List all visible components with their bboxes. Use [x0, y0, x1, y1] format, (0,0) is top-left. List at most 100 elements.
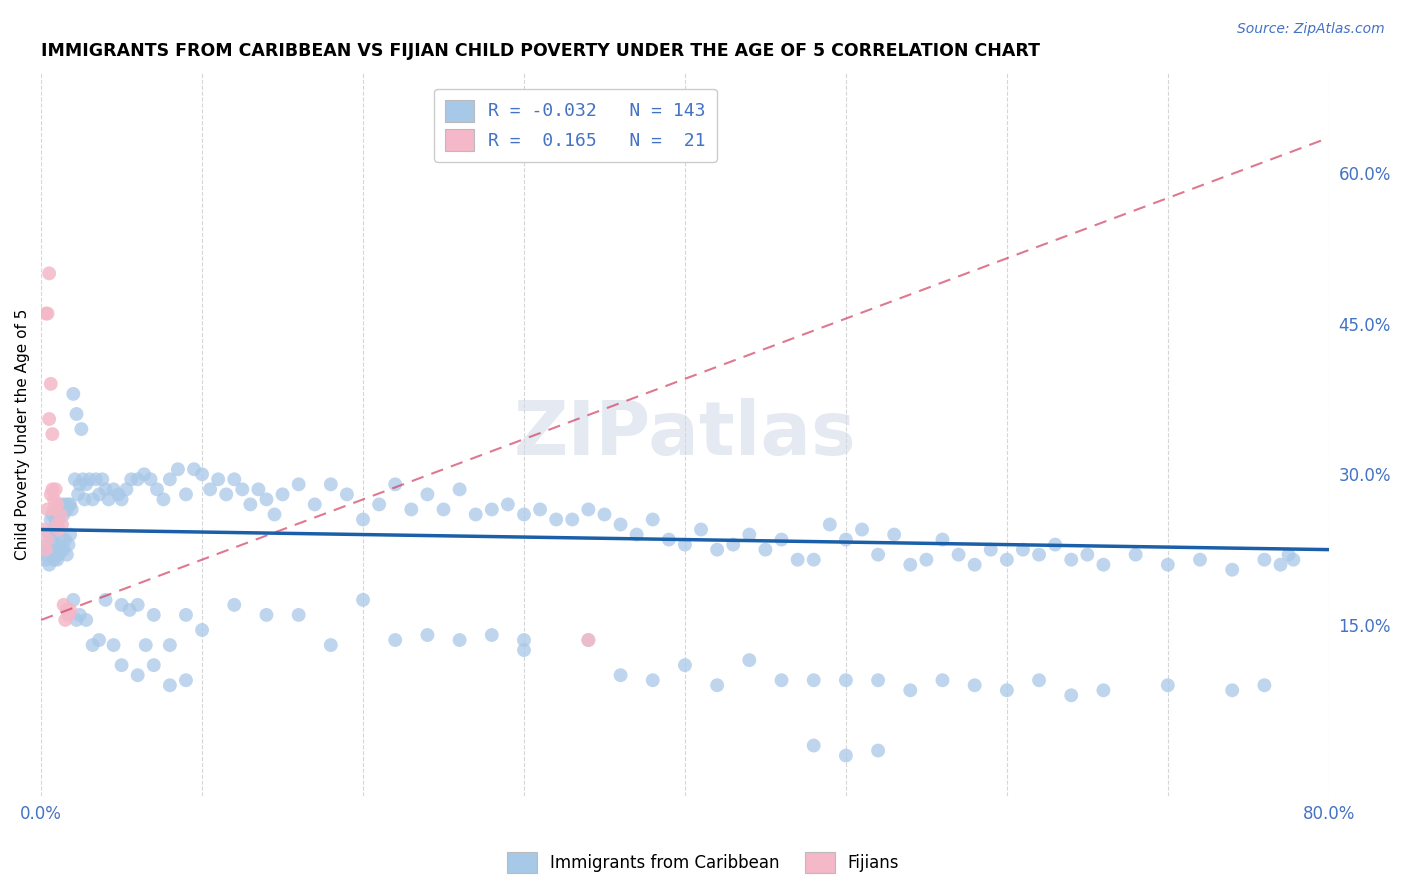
Point — [513, 643, 536, 657]
Point — [51, 533, 73, 547]
Point — [835, 533, 858, 547]
Point — [34, 548, 56, 562]
Point — [167, 462, 190, 476]
Point — [818, 517, 841, 532]
Point — [35, 552, 58, 566]
Point — [72, 472, 94, 486]
Point — [49, 542, 72, 557]
Point — [94, 592, 117, 607]
Point — [770, 673, 793, 688]
Point — [37, 502, 59, 516]
Point — [851, 523, 873, 537]
Point — [1076, 548, 1098, 562]
Point — [287, 607, 309, 622]
Point — [1282, 552, 1305, 566]
Point — [103, 638, 125, 652]
Point — [191, 623, 214, 637]
Point — [898, 558, 921, 572]
Point — [673, 658, 696, 673]
Point — [73, 492, 96, 507]
Point — [46, 552, 69, 566]
Point — [496, 497, 519, 511]
Point — [263, 508, 285, 522]
Point — [1220, 563, 1243, 577]
Point — [139, 472, 162, 486]
Point — [432, 502, 454, 516]
Point — [159, 638, 181, 652]
Point — [38, 558, 60, 572]
Point — [931, 533, 953, 547]
Point — [56, 502, 79, 516]
Point — [786, 552, 808, 566]
Point — [49, 502, 72, 516]
Point — [87, 633, 110, 648]
Point — [1253, 552, 1275, 566]
Point — [576, 633, 599, 648]
Point — [690, 523, 713, 537]
Point — [110, 492, 132, 507]
Point — [256, 492, 278, 507]
Point — [529, 502, 551, 516]
Point — [97, 492, 120, 507]
Point — [868, 743, 890, 757]
Point — [146, 483, 169, 497]
Point — [94, 483, 117, 497]
Point — [41, 533, 63, 547]
Point — [42, 552, 65, 566]
Point — [416, 487, 439, 501]
Point — [609, 517, 631, 532]
Point — [51, 517, 73, 532]
Point — [1157, 678, 1180, 692]
Point — [803, 552, 825, 566]
Point — [609, 668, 631, 682]
Point — [576, 633, 599, 648]
Point — [56, 603, 79, 617]
Point — [152, 492, 174, 507]
Point — [82, 638, 104, 652]
Point — [995, 552, 1018, 566]
Text: Source: ZipAtlas.com: Source: ZipAtlas.com — [1237, 22, 1385, 37]
Point — [626, 527, 648, 541]
Point — [39, 487, 62, 501]
Point — [883, 527, 905, 541]
Point — [62, 592, 84, 607]
Point — [1092, 558, 1115, 572]
Point — [34, 523, 56, 537]
Point — [134, 467, 156, 482]
Point — [770, 533, 793, 547]
Point — [35, 306, 58, 320]
Point — [174, 487, 197, 501]
Point — [51, 497, 73, 511]
Point — [53, 533, 76, 547]
Point — [38, 412, 60, 426]
Point — [59, 497, 82, 511]
Point — [110, 658, 132, 673]
Point — [45, 512, 67, 526]
Point — [256, 607, 278, 622]
Point — [995, 683, 1018, 698]
Point — [464, 508, 486, 522]
Point — [67, 487, 90, 501]
Point — [45, 483, 67, 497]
Point — [79, 472, 101, 486]
Point — [980, 542, 1002, 557]
Point — [37, 538, 59, 552]
Point — [62, 387, 84, 401]
Point — [546, 512, 568, 526]
Point — [41, 483, 63, 497]
Point — [115, 483, 138, 497]
Point — [75, 613, 97, 627]
Point — [63, 472, 86, 486]
Point — [271, 487, 294, 501]
Point — [37, 306, 59, 320]
Point — [1028, 548, 1050, 562]
Point — [127, 472, 149, 486]
Point — [1060, 688, 1083, 702]
Point — [127, 598, 149, 612]
Point — [39, 542, 62, 557]
Point — [59, 603, 82, 617]
Point — [319, 638, 342, 652]
Point — [319, 477, 342, 491]
Point — [87, 487, 110, 501]
Point — [69, 607, 91, 622]
